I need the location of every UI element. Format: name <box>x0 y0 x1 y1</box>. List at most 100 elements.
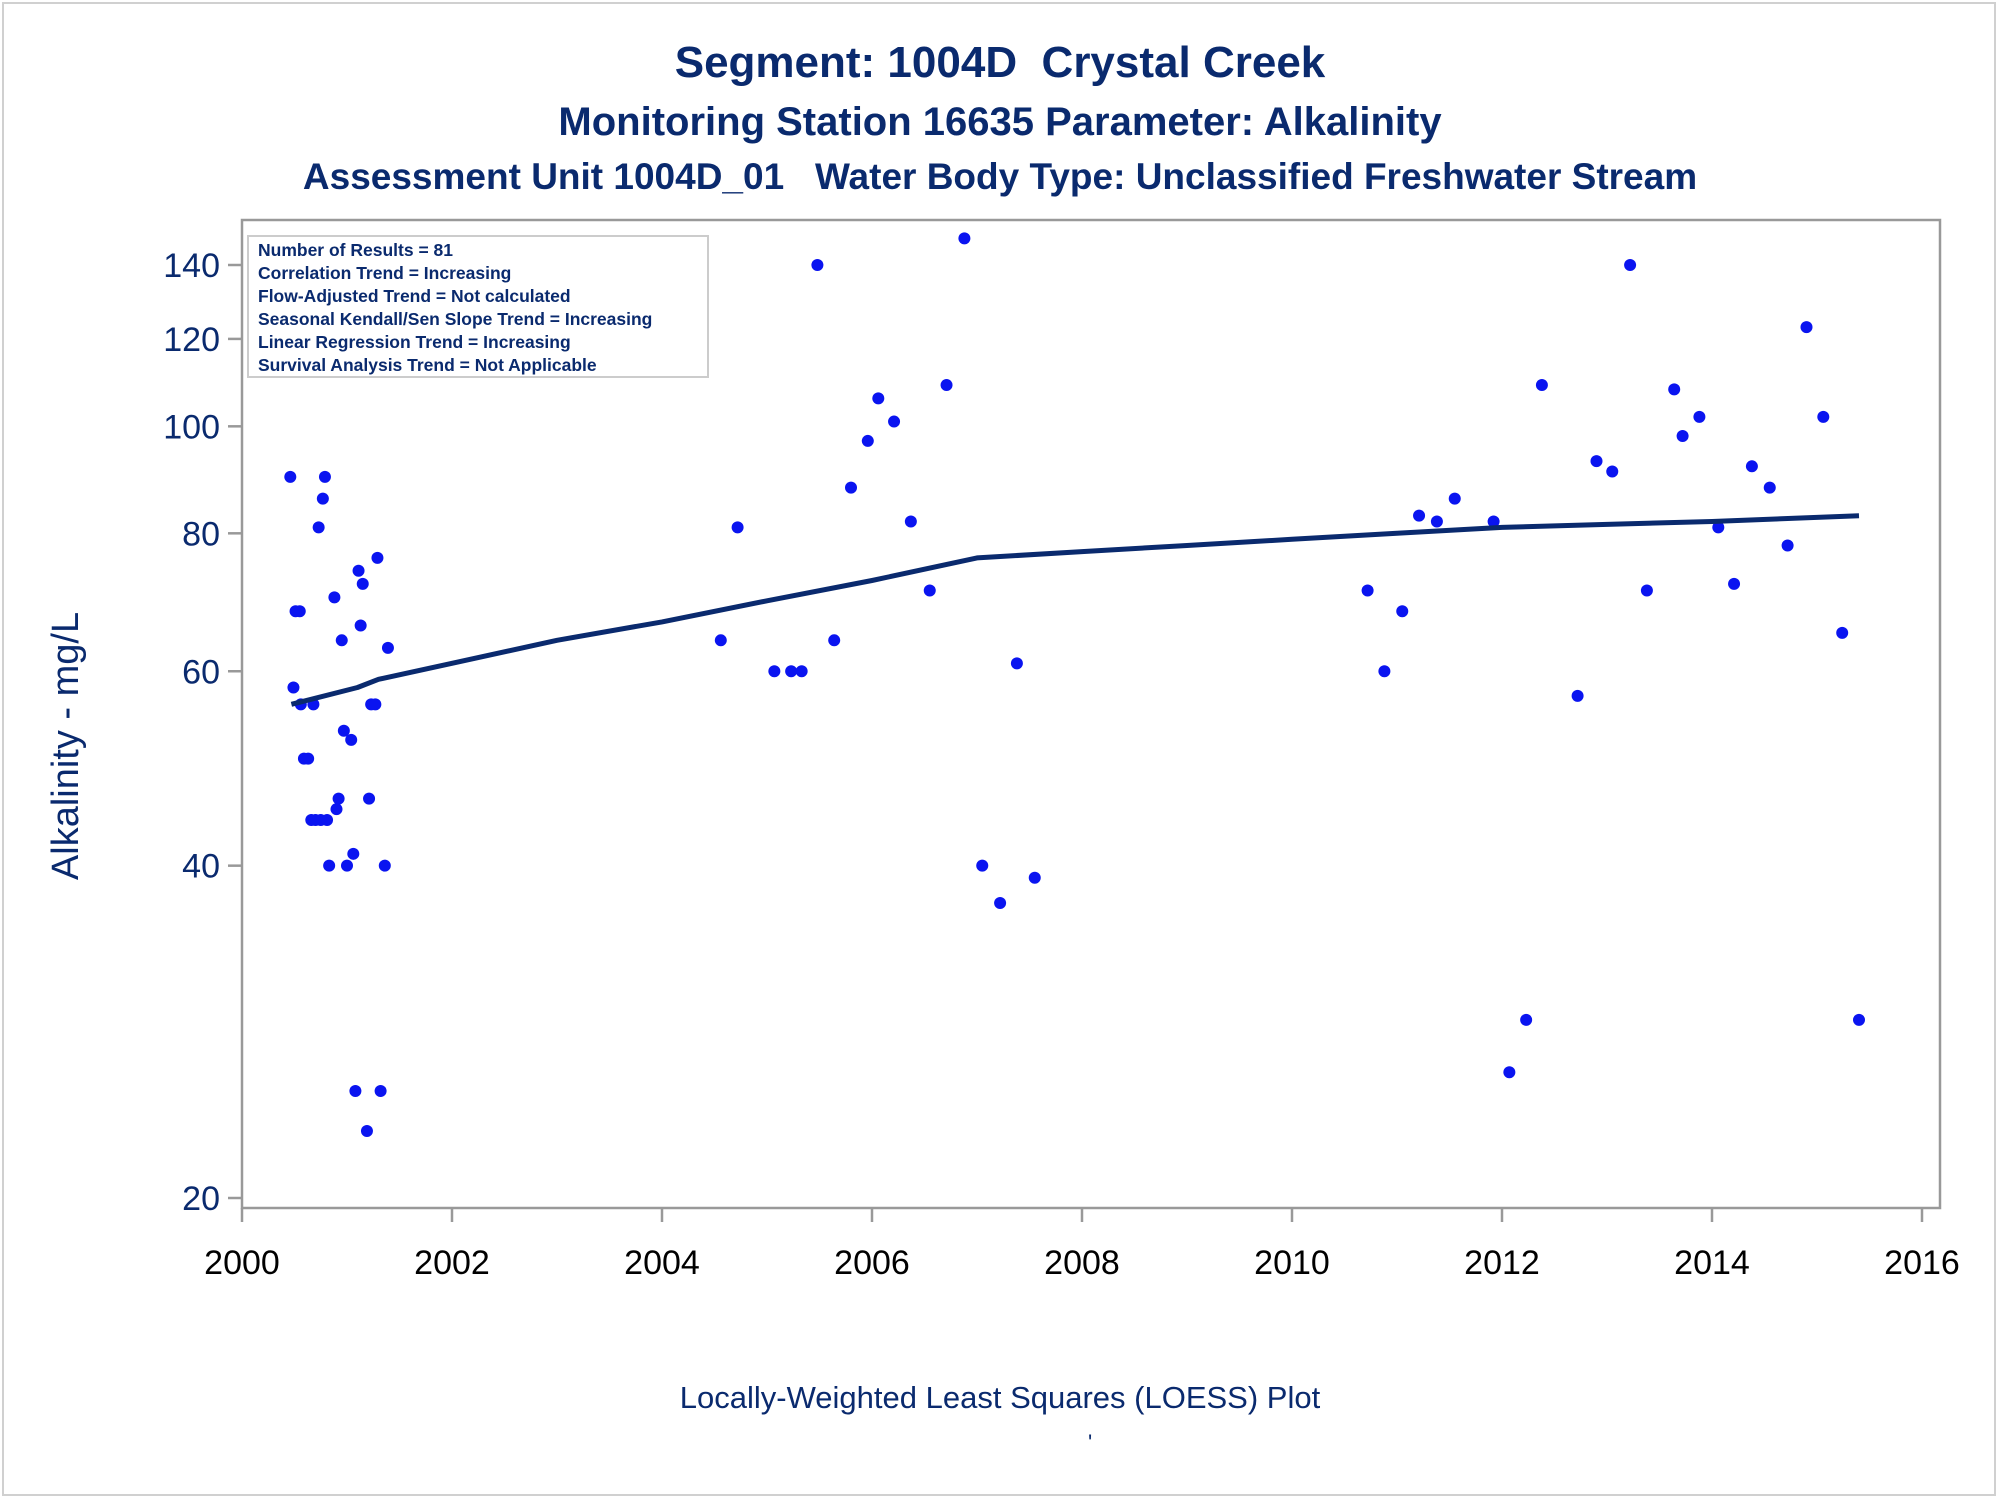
data-point <box>1836 626 1849 639</box>
data-point <box>994 897 1007 910</box>
data-point <box>352 564 365 577</box>
data-point <box>349 1085 362 1098</box>
x-tick-label: 2010 <box>1254 1244 1330 1282</box>
x-tick-label: 2012 <box>1464 1244 1540 1282</box>
data-point <box>1503 1066 1516 1079</box>
chart-footnote: Locally-Weighted Least Squares (LOESS) P… <box>679 1380 1321 1415</box>
x-tick-label: 2016 <box>1884 1244 1960 1282</box>
data-point <box>861 434 874 447</box>
stats-box-line: Linear Regression Trend = Increasing <box>258 332 571 352</box>
x-tick-label: 2004 <box>624 1244 700 1282</box>
data-point <box>768 665 781 678</box>
data-point <box>940 379 953 392</box>
data-point <box>1590 455 1603 468</box>
x-tick-label: 2014 <box>1674 1244 1750 1282</box>
data-point <box>316 492 329 505</box>
data-point <box>1853 1013 1865 1026</box>
data-point <box>958 232 971 245</box>
chart-title: Segment: 1004D Crystal Creek <box>674 38 1326 87</box>
data-point <box>1624 259 1637 271</box>
data-point <box>1763 481 1776 494</box>
y-tick-label: 100 <box>163 408 220 446</box>
y-tick-label: 80 <box>182 515 220 553</box>
data-point <box>1010 657 1023 670</box>
x-tick-label: 2000 <box>204 1244 280 1282</box>
data-point <box>347 847 360 860</box>
data-point <box>1520 1013 1533 1026</box>
data-point <box>284 470 297 483</box>
data-point <box>360 1124 373 1137</box>
data-point <box>1606 465 1619 478</box>
stats-box: Number of Results = 81 Correlation Trend … <box>247 235 709 378</box>
data-point <box>1378 665 1391 678</box>
stats-box-line: Correlation Trend = Increasing <box>258 263 511 283</box>
chart-subtitle: Monitoring Station 16635 Parameter: Alka… <box>558 100 1442 144</box>
data-point <box>381 641 394 654</box>
data-point <box>1413 509 1426 522</box>
data-point <box>811 259 824 271</box>
data-point <box>371 551 384 564</box>
data-point <box>1817 410 1830 423</box>
data-point <box>1676 430 1689 443</box>
data-point <box>1396 605 1409 618</box>
data-point <box>287 681 300 694</box>
data-point <box>345 733 358 746</box>
x-tick-label: 2006 <box>834 1244 910 1282</box>
data-point <box>923 584 936 597</box>
data-point <box>1781 539 1794 552</box>
data-point <box>1028 871 1041 884</box>
data-point <box>337 724 350 737</box>
data-point <box>795 665 808 678</box>
stats-box-line: Flow-Adjusted Trend = Not calculated <box>258 286 571 306</box>
data-point <box>354 619 367 632</box>
stats-box-line: Seasonal Kendall/Sen Slope Trend = Incre… <box>258 309 652 329</box>
chart-subtitle-2: Assessment Unit 1004D_01 Water Body Type… <box>302 156 1698 197</box>
data-point <box>302 752 315 765</box>
data-point <box>312 521 325 534</box>
data-point <box>1361 584 1374 597</box>
data-point <box>328 591 341 604</box>
stats-box-line: Survival Analysis Trend = Not Applicable <box>258 355 597 375</box>
data-point <box>356 577 369 590</box>
data-point <box>1571 689 1584 702</box>
y-tick-label: 120 <box>163 321 220 359</box>
data-point <box>1640 584 1653 597</box>
data-point <box>1430 515 1443 528</box>
y-axis-label: Alkalinity - mg/L <box>45 612 87 880</box>
y-axis: 20 40 60 80 100 120 140 <box>163 247 242 1218</box>
data-point <box>1448 492 1461 505</box>
data-point <box>785 665 798 678</box>
data-point <box>872 392 885 405</box>
data-point <box>904 515 917 528</box>
data-point <box>1800 321 1813 334</box>
data-point <box>293 605 306 618</box>
y-tick-label: 60 <box>182 653 220 691</box>
data-point <box>363 792 376 805</box>
data-points <box>284 232 1865 1137</box>
x-tick-label: 2008 <box>1044 1244 1120 1282</box>
data-point <box>1712 521 1725 534</box>
chart-footnote-mark: ' <box>1088 1430 1093 1455</box>
x-axis: 2000 2002 2004 2006 2008 2010 2012 2014 2016 <box>204 1208 1960 1282</box>
loess-line <box>290 513 1860 707</box>
stats-box-line: Number of Results = 81 <box>258 240 453 260</box>
data-point <box>1745 460 1758 473</box>
data-point <box>378 859 391 872</box>
data-point <box>332 792 345 805</box>
data-point <box>731 521 744 534</box>
data-point <box>330 803 343 816</box>
stats-box-frame <box>247 235 709 378</box>
data-point <box>369 698 382 711</box>
data-point <box>888 415 901 428</box>
data-point <box>335 634 348 647</box>
data-point <box>1693 410 1706 423</box>
data-point <box>1728 577 1741 590</box>
y-tick-label: 140 <box>163 247 220 285</box>
data-point <box>845 481 857 494</box>
data-point <box>374 1085 387 1098</box>
data-point <box>323 859 336 872</box>
data-point <box>714 634 727 647</box>
x-tick-label: 2002 <box>414 1244 490 1282</box>
